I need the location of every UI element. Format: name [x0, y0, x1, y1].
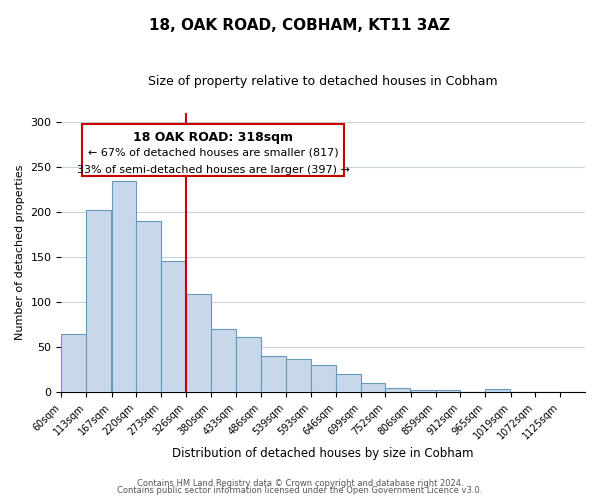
Bar [236, 336, 261, 392]
Bar [436, 390, 460, 392]
Bar [161, 260, 186, 392]
Bar [61, 334, 86, 392]
Text: ← 67% of detached houses are smaller (817): ← 67% of detached houses are smaller (81… [88, 148, 338, 158]
FancyBboxPatch shape [82, 124, 344, 176]
Bar [311, 364, 336, 392]
Bar [86, 210, 111, 392]
Bar [485, 389, 510, 392]
Text: Contains HM Land Registry data © Crown copyright and database right 2024.: Contains HM Land Registry data © Crown c… [137, 478, 463, 488]
Bar [336, 374, 361, 392]
Text: 33% of semi-detached houses are larger (397) →: 33% of semi-detached houses are larger (… [77, 164, 350, 174]
X-axis label: Distribution of detached houses by size in Cobham: Distribution of detached houses by size … [172, 447, 474, 460]
Bar [261, 356, 286, 392]
Text: Contains public sector information licensed under the Open Government Licence v3: Contains public sector information licen… [118, 486, 482, 495]
Text: 18 OAK ROAD: 318sqm: 18 OAK ROAD: 318sqm [133, 131, 293, 144]
Y-axis label: Number of detached properties: Number of detached properties [15, 165, 25, 340]
Bar [361, 382, 385, 392]
Bar [136, 221, 161, 392]
Bar [385, 388, 410, 392]
Text: 18, OAK ROAD, COBHAM, KT11 3AZ: 18, OAK ROAD, COBHAM, KT11 3AZ [149, 18, 451, 32]
Bar [411, 390, 436, 392]
Bar [211, 330, 236, 392]
Bar [112, 182, 136, 392]
Title: Size of property relative to detached houses in Cobham: Size of property relative to detached ho… [148, 75, 498, 88]
Bar [286, 359, 311, 392]
Bar [186, 294, 211, 392]
